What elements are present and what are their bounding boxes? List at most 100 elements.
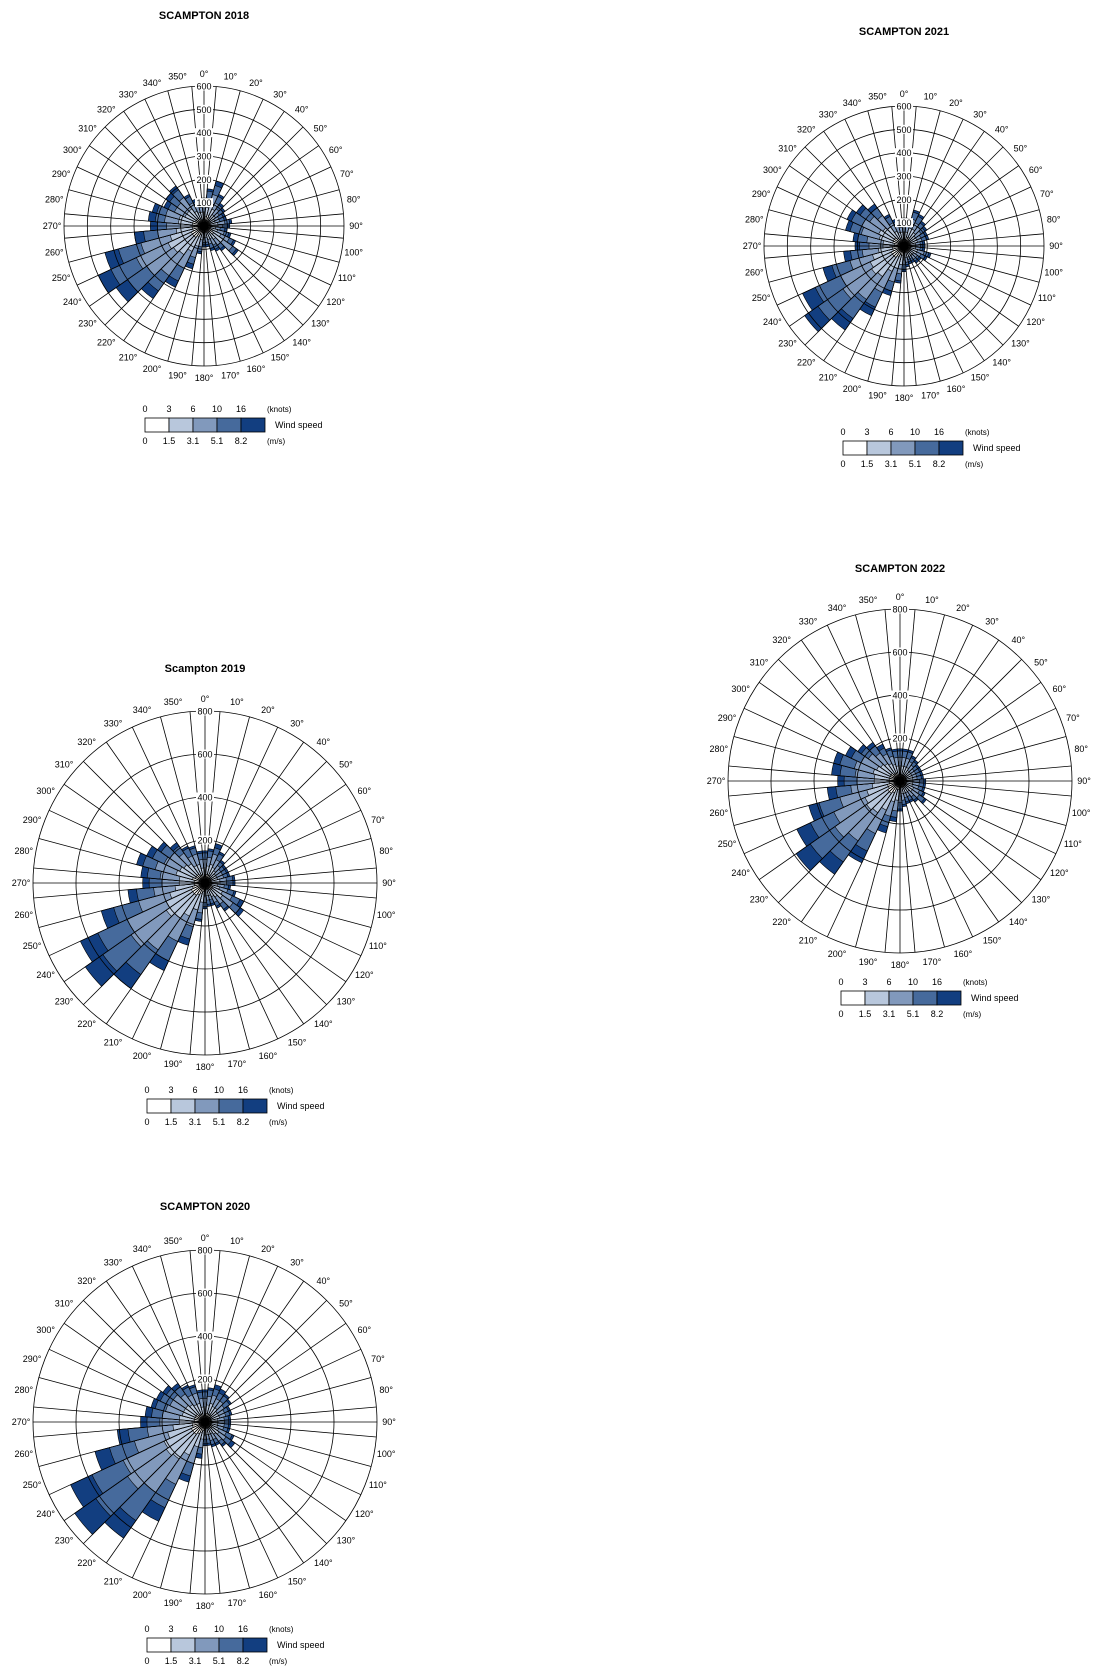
grid-spoke [33, 867, 206, 884]
direction-label: 80° [379, 846, 393, 856]
grid-spoke [203, 225, 217, 366]
direction-label: 90° [382, 878, 396, 888]
grid-spoke [106, 882, 206, 1025]
grid-spoke [63, 882, 206, 982]
grid-spoke [104, 126, 205, 227]
direction-label: 240° [731, 868, 750, 878]
radial-tick-label: 300 [896, 172, 911, 182]
direction-label: 40° [995, 125, 1009, 135]
direction-label: 10° [230, 697, 244, 707]
grid-spoke [38, 838, 206, 884]
tick-label-bg [195, 81, 213, 91]
radial-tick-label: 400 [892, 691, 907, 701]
grid-spoke [83, 882, 206, 1005]
legend-swatch-3 [914, 440, 940, 456]
grid-spoke [204, 1421, 377, 1438]
direction-label: 210° [799, 935, 818, 945]
grid-spoke [123, 225, 205, 341]
direction-label: 200° [133, 1051, 152, 1061]
grid-spoke [144, 98, 205, 227]
direction-label: 190° [168, 371, 187, 381]
grid-spoke [899, 780, 1022, 903]
direction-label: 110° [1038, 293, 1056, 303]
direction-label: 190° [859, 957, 878, 967]
grid-spoke [789, 245, 905, 327]
grid-spoke [131, 1265, 206, 1423]
grid-spoke [167, 225, 205, 362]
legend-ms-unit: (m/s) [267, 437, 286, 446]
grid-spoke [204, 1377, 372, 1423]
direction-label: 300° [36, 786, 55, 796]
direction-label: 60° [358, 786, 372, 796]
direction-label: 310° [78, 123, 97, 133]
tick-label-bg [895, 148, 913, 158]
direction-label: 280° [14, 1385, 33, 1395]
radial-tick-label: 200 [196, 175, 211, 185]
grid-spoke [891, 245, 905, 386]
grid-spoke [204, 882, 362, 957]
direction-label: 340° [133, 1244, 152, 1254]
legend-swatch-2 [192, 417, 218, 433]
direction-label: 220° [772, 917, 791, 927]
grid-spoke [203, 111, 285, 227]
chart-title: SCAMPTON 2020 [160, 1201, 250, 1213]
legend-label: Wind speed [277, 1101, 325, 1111]
direction-label: 300° [63, 145, 82, 155]
legend-ms-tick: 8.2 [933, 459, 946, 469]
grid-spoke [131, 1421, 206, 1579]
tick-label-bg [196, 835, 214, 845]
grid-spoke [204, 882, 372, 928]
legend-ms-tick: 3.1 [187, 436, 200, 446]
legend-knots-unit: (knots) [269, 1086, 294, 1095]
direction-label: 30° [973, 109, 987, 119]
direction-label: 170° [221, 371, 240, 381]
tick-label-bg [895, 171, 913, 181]
grid-spoke [203, 189, 340, 227]
grid-spoke [903, 245, 985, 361]
tick-label-bg [195, 198, 213, 208]
direction-label: 30° [290, 719, 304, 729]
grid-spoke [903, 245, 964, 374]
legend-label: Wind speed [971, 993, 1019, 1003]
tick-label-bg [196, 792, 214, 802]
radial-tick-label: 600 [197, 750, 212, 760]
direction-label: 210° [104, 1576, 123, 1586]
legend-swatch-1 [866, 440, 892, 456]
grid-spoke [826, 780, 901, 938]
grid-spoke [884, 780, 901, 953]
legend-knots-tick: 16 [236, 404, 246, 414]
direction-label: 0° [900, 89, 909, 99]
grid-spoke [855, 780, 901, 948]
direction-label: 330° [119, 89, 138, 99]
legend-swatch-1 [168, 417, 194, 433]
grid-spoke [106, 741, 206, 884]
legend-ms-tick: 0 [142, 436, 147, 446]
tick-label-bg [195, 128, 213, 138]
grid-spoke [778, 659, 901, 782]
direction-label: 330° [819, 109, 838, 119]
legend-label: Wind speed [275, 420, 323, 430]
legend-label: Wind speed [973, 443, 1021, 453]
grid-spoke [758, 780, 901, 880]
direction-label: 290° [23, 815, 42, 825]
direction-label: 290° [718, 713, 737, 723]
radial-tick-label: 400 [197, 793, 212, 803]
grid-spoke [203, 145, 319, 227]
direction-label: 200° [828, 949, 847, 959]
legend-swatch-3 [216, 417, 242, 433]
legend-ms-tick: 0 [840, 459, 845, 469]
direction-label: 40° [316, 737, 330, 747]
direction-label: 250° [52, 273, 71, 283]
direction-label: 310° [55, 1299, 74, 1309]
legend-ms-tick: 8.2 [237, 1656, 250, 1666]
grid-spoke [204, 809, 362, 884]
grid-spoke [48, 809, 206, 884]
grid-spoke [899, 780, 1057, 855]
direction-label: 20° [956, 603, 970, 613]
legend-knots-tick: 0 [144, 1085, 149, 1095]
grid-spoke [204, 882, 347, 982]
grid-spoke [204, 882, 304, 1025]
grid-spoke [48, 882, 206, 957]
direction-label: 340° [828, 603, 847, 613]
